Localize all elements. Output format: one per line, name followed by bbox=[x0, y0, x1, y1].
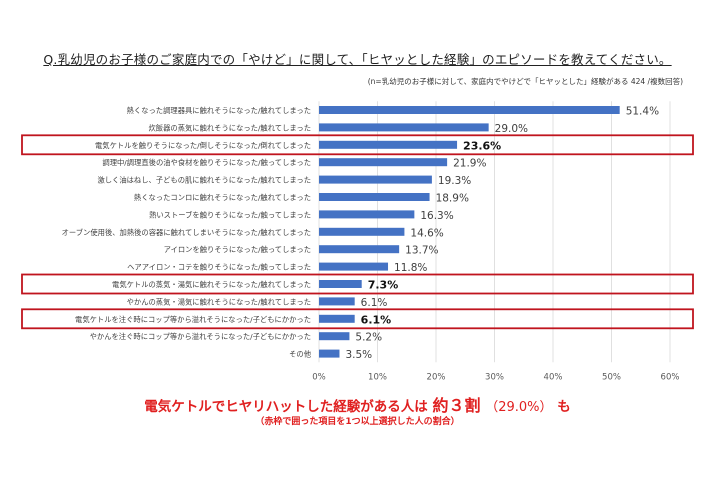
bar bbox=[319, 349, 340, 358]
category-label: やかんを注ぐ時にコップ等から溢れそうになった/子どもにかかった bbox=[90, 332, 311, 341]
bar bbox=[319, 140, 458, 149]
x-tick-label: 40% bbox=[544, 372, 563, 380]
category-label: オーブン使用後、加熱後の容器に触れてしまいそうになった/触れてしまった bbox=[62, 228, 311, 237]
chart-subtitle: (n=乳幼児のお子様に対して、家庭内でやけどで「ヒヤッとした」経験がある 424… bbox=[367, 77, 683, 86]
bar-chart: 熱くなった調理器具に触れそうになった/触れてしまった炊飯器の蒸気に触れそうになっ… bbox=[21, 101, 694, 380]
value-label: 19.3% bbox=[438, 175, 471, 187]
category-label: その他 bbox=[289, 350, 312, 359]
bar bbox=[319, 227, 405, 236]
highlight-frame bbox=[21, 273, 694, 295]
category-label: 電気ケトルの蒸気・湯気に触れそうになった/触れてしまった bbox=[112, 280, 311, 289]
category-label: アイロンを触りそうになった/触ってしまった bbox=[164, 245, 311, 254]
value-label: 16.3% bbox=[420, 210, 453, 222]
x-tick-label: 60% bbox=[661, 372, 680, 380]
value-label: 6.1% bbox=[361, 313, 392, 326]
bar bbox=[319, 193, 430, 201]
bar bbox=[319, 158, 448, 167]
category-label: 電気ケトルを注ぐ時にコップ等から溢れそうになった/子どもにかかった bbox=[75, 315, 311, 324]
value-label: 23.6% bbox=[463, 139, 501, 152]
category-label: 熱くなったコンロに触れそうになった/触れてしまった bbox=[134, 193, 311, 202]
value-label: 29.0% bbox=[495, 123, 528, 135]
category-label: 熱いストーブを触りそうになった/触ってしまった bbox=[149, 210, 311, 219]
chart-title: Q.乳幼児のお子様のご家庭内での「やけど」に関して、「ヒヤッとした経験」のエピソ… bbox=[43, 52, 672, 67]
x-tick-label: 10% bbox=[368, 372, 387, 380]
category-label: やかんの蒸気・湯気に触れそうになった/触れてしまった bbox=[127, 297, 311, 306]
bar bbox=[319, 280, 362, 288]
value-label: 14.6% bbox=[410, 227, 443, 239]
value-label: 18.9% bbox=[436, 193, 469, 205]
category-label: 熱くなった調理器具に触れそうになった/触れてしまった bbox=[127, 106, 311, 115]
category-label: 炊飯器の蒸気に触れそうになった/触れてしまった bbox=[149, 123, 311, 132]
x-tick-label: 50% bbox=[602, 372, 621, 380]
highlight-frame bbox=[21, 134, 694, 156]
bar bbox=[319, 314, 355, 323]
footer-headline-suffix: も bbox=[557, 399, 571, 415]
x-tick-label: 0% bbox=[312, 372, 326, 380]
value-label: 7.3% bbox=[368, 279, 399, 292]
category-label: 電気ケトルを触りそうになった/倒しそうになった/倒れてしまった bbox=[95, 141, 311, 150]
bar bbox=[319, 297, 355, 306]
highlight-frame bbox=[21, 308, 694, 330]
bar bbox=[319, 332, 350, 341]
category-label: 激しく油はねし、子どもの肌に触れそうになった/触れてしまった bbox=[97, 176, 311, 185]
bar bbox=[319, 245, 400, 254]
x-tick-label: 20% bbox=[427, 372, 446, 380]
bar bbox=[319, 210, 415, 219]
bar bbox=[319, 123, 489, 132]
value-label: 51.4% bbox=[626, 106, 659, 118]
category-label: 調理中/調理直後の油や食材を触りそうになった/触ってしまった bbox=[102, 158, 311, 167]
x-tick-label: 30% bbox=[485, 372, 504, 380]
footer-headline-prefix: 電気ケトルでヒヤリハットした経験がある人は bbox=[144, 399, 428, 415]
value-label: 6.1% bbox=[361, 297, 388, 309]
bar bbox=[319, 106, 620, 114]
footer-headline-big: 約３割 bbox=[432, 396, 481, 415]
bar bbox=[319, 175, 432, 184]
footer-note: （赤枠で囲った項目を1つ以上選択した人の割合） bbox=[255, 417, 460, 427]
footer-headline-pct: （29.0%） bbox=[485, 400, 553, 415]
value-label: 11.8% bbox=[394, 262, 427, 274]
value-label: 3.5% bbox=[345, 349, 372, 361]
bar bbox=[319, 262, 389, 271]
footer-headline: 電気ケトルでヒヤリハットした経験がある人は 約３割 （29.0%） も bbox=[0, 392, 715, 416]
value-label: 13.7% bbox=[405, 245, 438, 257]
category-label: ヘアアイロン・コテを触りそうになった/触ってしまった bbox=[127, 263, 311, 272]
value-label: 5.2% bbox=[355, 332, 382, 344]
value-label: 21.9% bbox=[453, 158, 486, 170]
